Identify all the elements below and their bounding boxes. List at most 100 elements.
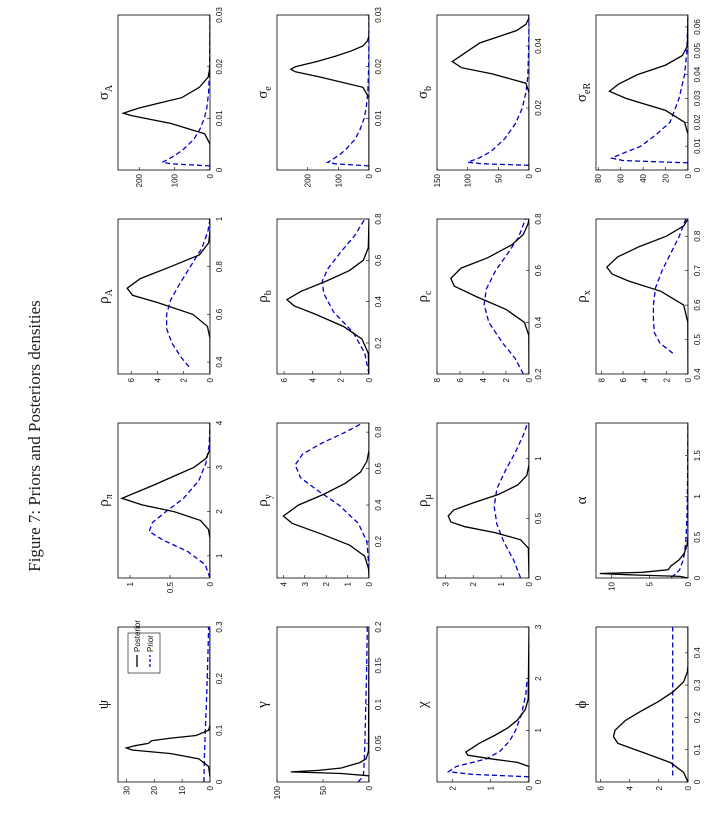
- panel-title: ρc: [415, 290, 434, 303]
- x-tick-label: 0: [374, 167, 383, 172]
- x-tick-label: 0.03: [215, 7, 224, 23]
- panel-title-subscript: μ: [423, 494, 434, 499]
- posterior-density-line: [124, 627, 210, 777]
- posterior-density-line: [285, 219, 369, 374]
- y-tick-label: 50: [319, 785, 328, 794]
- panel-title-main: γ: [255, 701, 271, 709]
- panel-frame: [117, 422, 211, 579]
- panel-title: γ: [255, 701, 271, 709]
- panel-16: 0 0.01 0.02 0.03 0.04 0.05 0.06 0 20 40 60 80 σeR: [574, 14, 702, 183]
- x-tick-label: 0.4: [215, 356, 224, 368]
- x-tick-label: 0: [534, 167, 543, 172]
- x-tick-label: 0.2: [693, 711, 702, 723]
- x-tick-label: 0.8: [374, 213, 383, 225]
- x-tick-label: 0.6: [374, 462, 383, 474]
- x-tick-label: 0.3: [693, 679, 702, 691]
- prior-density-line: [609, 15, 688, 164]
- y-tick-label: 150: [433, 173, 442, 187]
- y-tick-label: 1: [126, 581, 135, 586]
- legend-posterior-label: Posterior: [133, 620, 142, 652]
- y-tick-label: 6: [596, 785, 605, 790]
- x-tick-label: 0.03: [693, 90, 702, 106]
- panel-title: χ: [415, 701, 431, 709]
- panel-title-subscript: c: [423, 290, 434, 295]
- prior-density-line: [325, 15, 369, 167]
- panel-frame: [595, 626, 689, 783]
- prior-density-line: [321, 219, 369, 374]
- y-tick-label: 20: [662, 173, 671, 182]
- posterior-density-line: [121, 15, 210, 170]
- panel-title-main: ρ: [574, 295, 590, 303]
- x-tick-label: 0: [693, 779, 702, 784]
- x-tick-label: 0.02: [534, 100, 543, 116]
- x-tick-label: 0.5: [534, 512, 543, 524]
- y-tick-label: 4: [479, 377, 488, 382]
- panel-title-main: ρ: [255, 295, 271, 303]
- y-tick-label: 0: [684, 173, 693, 178]
- panel-title-main: ρ: [96, 296, 112, 304]
- panel-frame: [436, 14, 530, 171]
- y-tick-label: 50: [494, 173, 503, 182]
- x-tick-label: 1: [215, 553, 224, 558]
- x-tick-label: 0.2: [215, 673, 224, 685]
- x-tick-label: 0.4: [534, 316, 543, 328]
- posterior-density-line: [450, 219, 529, 374]
- panel-6: 0.2 0.4 0.6 0.8 0 1 2 3 4 ρy: [255, 422, 383, 586]
- x-tick-label: 0.4: [693, 647, 702, 659]
- y-tick-label: 10: [607, 581, 616, 590]
- panel-title-subscript: π: [104, 494, 115, 499]
- x-tick-label: 0.1: [215, 724, 224, 736]
- prior-density-line: [294, 423, 369, 569]
- panel-title-main: α: [574, 496, 590, 504]
- x-tick-label: 0.04: [693, 66, 702, 82]
- prior-density-line: [446, 678, 529, 778]
- x-tick-label: 0.06: [693, 19, 702, 35]
- posterior-density-line: [464, 627, 529, 782]
- panel-3: 0.4 0.6 0.8 1 0 2 4 6 ρA: [96, 216, 224, 382]
- y-tick-label: 0: [525, 377, 534, 382]
- panel-title: ϕ: [574, 700, 590, 708]
- y-tick-label: 0: [525, 173, 534, 178]
- posterior-density-line: [451, 15, 529, 170]
- panel-2: 1 2 3 4 0 0.5 1 ρπ: [96, 420, 224, 593]
- y-tick-label: 6: [456, 377, 465, 382]
- panel-title: σe: [255, 86, 274, 99]
- x-tick-label: 0.5: [693, 531, 702, 543]
- legend: Posterior Prior: [127, 620, 161, 674]
- x-tick-label: 0.01: [215, 110, 224, 126]
- panel-title-main: ψ: [96, 699, 112, 709]
- prior-density-line: [165, 219, 210, 368]
- y-tick-label: 8: [433, 377, 442, 382]
- posterior-density-line: [126, 219, 210, 374]
- panel-15: 0.4 0.5 0.6 0.7 0.8 0 2 4 6 8 ρx: [574, 218, 702, 382]
- y-tick-label: 10: [178, 785, 187, 794]
- y-tick-label: 1: [497, 581, 506, 586]
- x-tick-label: 0.04: [534, 38, 543, 54]
- panel-title-main: χ: [415, 701, 431, 709]
- panel-title-main: σ: [96, 92, 112, 100]
- y-tick-label: 2: [469, 581, 478, 586]
- x-tick-label: 0.4: [374, 499, 383, 511]
- y-tick-label: 2: [180, 377, 189, 382]
- panel-frame: [595, 14, 689, 171]
- x-tick-label: 1: [215, 216, 224, 221]
- panel-title: ρπ: [96, 494, 115, 507]
- panel-title: ρy: [255, 494, 274, 507]
- y-tick-label: 6: [619, 377, 628, 382]
- y-tick-label: 2: [448, 785, 457, 790]
- y-tick-label: 200: [135, 173, 144, 187]
- y-tick-label: 2: [662, 377, 671, 382]
- panel-title: ρA: [96, 288, 115, 304]
- panel-frame: [436, 626, 530, 783]
- panel-title: ρx: [574, 290, 593, 303]
- x-tick-label: 0.8: [374, 426, 383, 438]
- legend-box: [127, 632, 161, 674]
- panel-title-subscript: A: [104, 288, 115, 296]
- panel-11: 0.2 0.4 0.6 0.8 0 2 4 6 8 ρc: [415, 213, 543, 383]
- x-tick-label: 3: [215, 465, 224, 470]
- x-tick-label: 0.8: [693, 230, 702, 242]
- panel-title-subscript: A: [104, 84, 115, 92]
- y-tick-label: 4: [279, 581, 288, 586]
- x-tick-label: 0.05: [693, 42, 702, 58]
